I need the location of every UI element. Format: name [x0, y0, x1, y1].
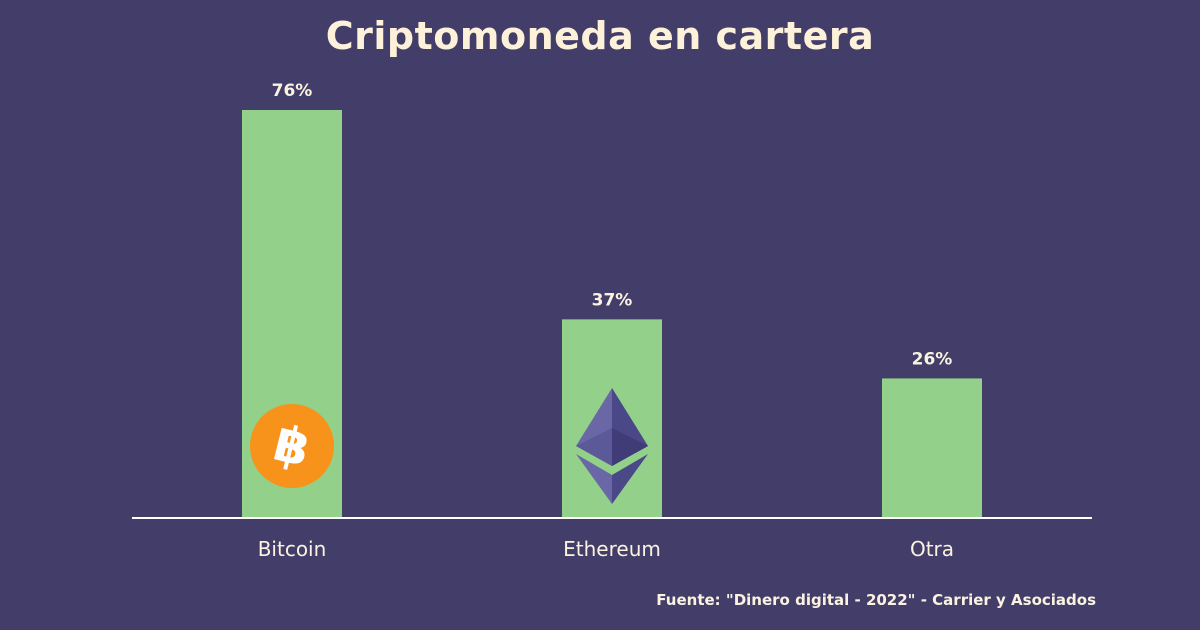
- category-label-bitcoin: Bitcoin: [258, 537, 327, 561]
- bitcoin-logo-icon: ฿: [250, 404, 334, 488]
- data-label-ethereum: 37%: [592, 290, 633, 310]
- category-label-ethereum: Ethereum: [563, 537, 661, 561]
- category-label-otra: Otra: [910, 537, 954, 561]
- data-label-bitcoin: 76%: [272, 81, 313, 101]
- ethereum-logo-icon: [576, 388, 648, 504]
- data-label-otra: 26%: [912, 349, 953, 369]
- source-note: Fuente: "Dinero digital - 2022" - Carrie…: [656, 591, 1096, 609]
- chart-title: Criptomoneda en cartera: [325, 14, 875, 58]
- bar-otra: [882, 378, 982, 518]
